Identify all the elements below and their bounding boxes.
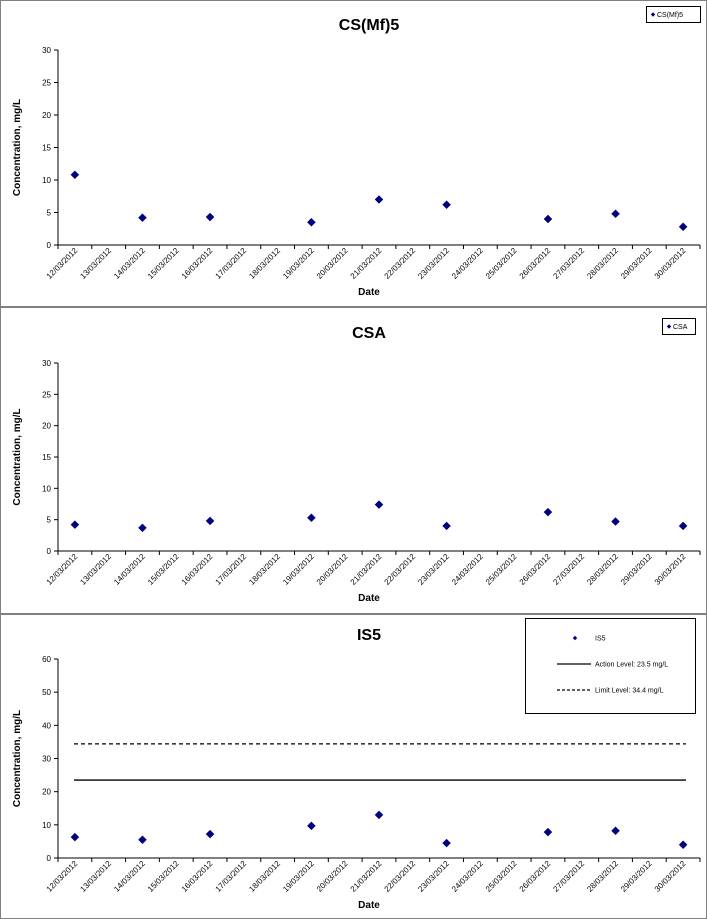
data-point [70,832,80,842]
legend-label: CS(Mf)5 [657,12,683,19]
data-point [442,521,451,531]
y-tick-label: 60 [42,655,51,664]
legend-marker [572,635,578,641]
legend: CSA [662,318,696,335]
data-point [307,217,316,227]
y-tick-label: 5 [47,209,52,218]
chart-panel-csa: CSA 0 5 10 15 20 25 30 12/03/2012 13/03/2012 14/03… [0,307,707,614]
legend-marker [650,12,656,17]
data-point [543,214,553,224]
data-point [205,212,215,222]
legend-box [525,618,696,714]
chart-title: IS5 [357,627,381,644]
data-point [138,213,147,223]
data-point [138,835,147,845]
chart-panel-is5: IS5 0 10 20 30 40 50 60 12/03/2012 13/03/2012 14/0… [0,614,707,919]
y-axis-label: Concentration, mg/L [12,408,23,505]
data-point [138,523,147,533]
legend-label: Action Level: 23.5 mg/L [595,662,668,669]
data-point [307,513,316,523]
data-point [374,195,384,204]
legend-box [646,6,701,23]
data-point [442,838,451,848]
data-point [678,222,688,232]
data-point [678,840,688,850]
y-tick-label: 15 [42,453,51,462]
chart-frame [0,307,707,614]
chart-panel-cs-mf5: CS(Mf)5 0 5 10 15 20 25 30 12/03/2012 13/03/2012 1… [0,0,707,307]
y-tick-label: 30 [42,359,51,368]
data-point [307,821,316,831]
data-point [374,500,384,509]
legend-marker [666,324,672,329]
y-tick-label: 50 [42,688,51,697]
chart-title: CS(Mf)5 [339,17,400,34]
data-point [611,517,620,526]
legend-label: CSA [673,324,688,331]
x-axis-label: Date [358,593,380,604]
legend-label: Limit Level: 34.4 mg/L [595,688,664,695]
y-axis-label: Concentration, mg/L [12,710,23,807]
legend: CS(Mf)5 [646,6,701,23]
legend-box [662,318,696,335]
data-point [205,829,215,839]
data-point [374,810,384,820]
y-tick-label: 20 [42,788,51,797]
legend: IS5 Action Level: 23.5 mg/L Limit Level: 3… [525,618,696,714]
x-axis-label: Date [358,287,380,298]
y-tick-label: 0 [47,241,52,250]
data-point [70,520,80,530]
data-point [70,170,80,180]
y-tick-label: 0 [47,547,52,556]
y-tick-label: 20 [42,422,51,431]
legend-label: IS5 [595,636,606,643]
y-tick-label: 0 [47,854,52,863]
y-tick-label: 30 [42,755,51,764]
y-tick-label: 10 [42,821,51,830]
y-tick-label: 30 [42,46,51,55]
chart-title: CSA [352,325,386,342]
y-axis-label: Concentration, mg/L [12,99,23,196]
data-point [543,827,553,837]
y-tick-label: 25 [42,79,51,88]
x-axis-label: Date [358,900,380,911]
y-tick-label: 25 [42,390,51,399]
y-tick-label: 10 [42,176,51,185]
data-point [678,521,688,531]
y-tick-label: 20 [42,111,51,120]
data-point [205,516,215,526]
y-tick-label: 5 [47,516,52,525]
data-point [611,826,620,836]
y-tick-label: 40 [42,721,51,730]
data-point [611,209,620,219]
data-point [442,200,451,210]
y-tick-label: 10 [42,484,51,493]
data-point [543,507,553,517]
chart-frame [0,0,707,307]
y-tick-label: 15 [42,144,51,153]
